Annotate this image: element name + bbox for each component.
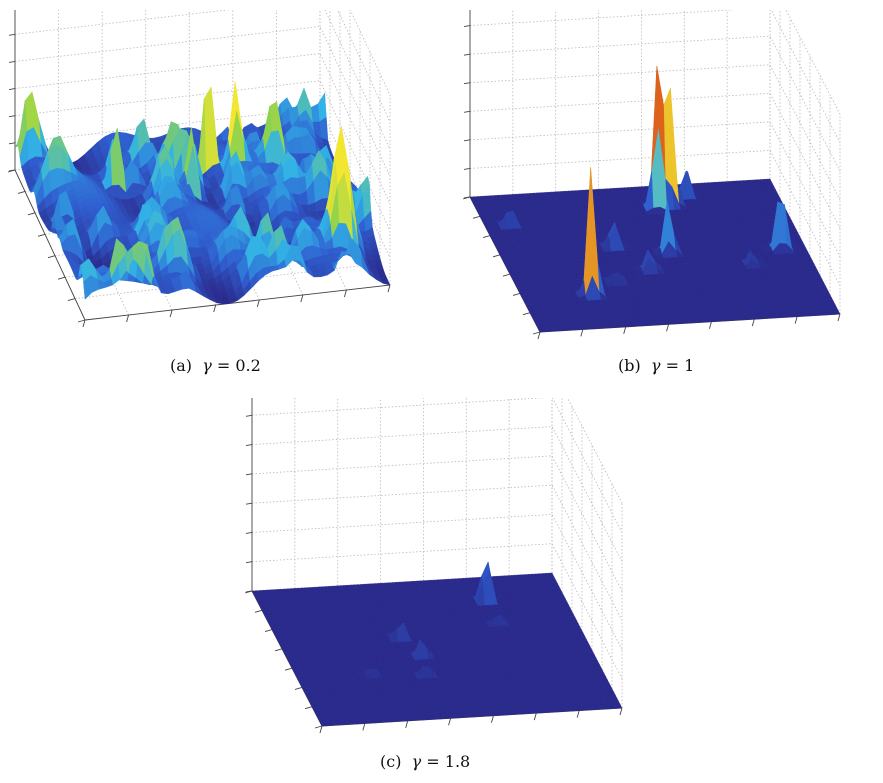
surface-plot-c xyxy=(244,398,623,734)
surface-cell xyxy=(54,216,64,231)
surface-plot-b xyxy=(462,10,841,340)
caption-b: (b) γ = 1 xyxy=(618,356,695,375)
caption-b-symbol: γ xyxy=(650,356,661,375)
panel-b xyxy=(440,10,880,350)
caption-a-prefix: (a) xyxy=(170,356,193,375)
surface-cell xyxy=(159,289,169,295)
surface-mesh xyxy=(251,561,623,727)
caption-a-symbol: γ xyxy=(202,356,212,375)
panel-a xyxy=(0,10,430,350)
caption-a: (a) γ = 0.2 xyxy=(170,356,261,375)
surface-cell xyxy=(83,274,93,300)
caption-b-prefix: (b) xyxy=(618,356,641,375)
surface-mesh xyxy=(14,81,391,305)
surface-cell xyxy=(538,328,548,333)
surface-plot-a xyxy=(7,10,391,328)
surface-mesh xyxy=(469,66,841,333)
caption-a-value: 0.2 xyxy=(235,356,261,375)
panel-c xyxy=(222,398,672,746)
caption-b-value: 1 xyxy=(684,356,695,375)
